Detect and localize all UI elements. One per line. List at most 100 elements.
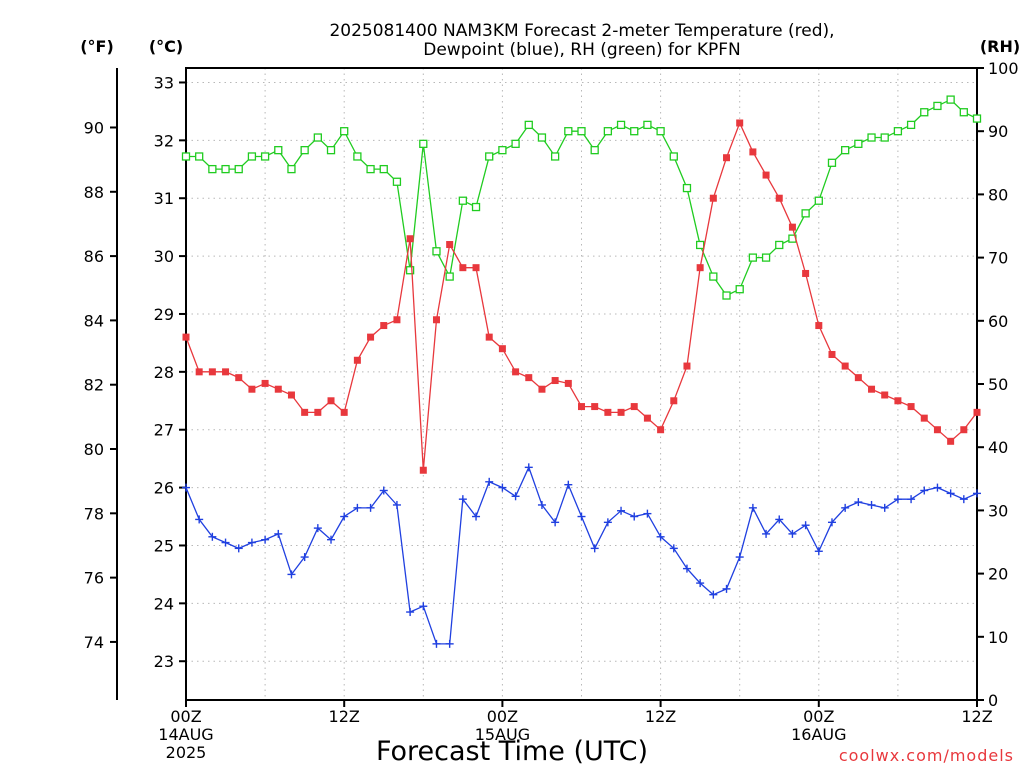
rh-marker bbox=[234, 164, 243, 174]
rh-marker bbox=[432, 247, 441, 256]
x-tick-label: 15AUG bbox=[475, 725, 530, 744]
temperature-marker bbox=[854, 374, 862, 382]
rh-marker bbox=[959, 108, 968, 117]
temperature-marker bbox=[195, 368, 203, 376]
dewpoint-marker bbox=[458, 495, 467, 504]
temperature-marker bbox=[551, 377, 559, 385]
rh-marker bbox=[775, 240, 784, 250]
fahrenheit-tick-label: 86 bbox=[84, 247, 104, 266]
rh-marker bbox=[722, 291, 731, 300]
temperature-marker bbox=[868, 385, 876, 393]
rh-marker bbox=[511, 139, 520, 148]
temperature-marker bbox=[828, 350, 836, 358]
dewpoint-marker bbox=[735, 553, 744, 562]
celsius-tick-label: 32 bbox=[154, 131, 174, 150]
x-axis-title: Forecast Time (UTC) bbox=[376, 736, 648, 767]
temperature-marker bbox=[578, 403, 585, 411]
dewpoint-marker bbox=[841, 503, 850, 512]
rh-tick-label: 90 bbox=[988, 122, 1008, 141]
dewpoint-marker bbox=[485, 477, 494, 486]
rh-marker bbox=[300, 146, 309, 155]
rh-marker bbox=[906, 120, 916, 130]
rh-marker bbox=[181, 152, 191, 161]
temperature-marker bbox=[696, 264, 704, 272]
rh-marker bbox=[419, 139, 428, 148]
temperature-marker bbox=[973, 408, 981, 416]
temperature-marker bbox=[235, 374, 243, 382]
celsius-tick-label: 33 bbox=[154, 73, 174, 92]
rh-marker bbox=[643, 120, 652, 130]
rh-marker bbox=[616, 120, 626, 130]
dewpoint-marker bbox=[814, 547, 823, 556]
fahrenheit-tick-label: 76 bbox=[84, 569, 104, 588]
dewpoint-marker bbox=[788, 529, 797, 538]
dewpoint-marker bbox=[537, 500, 546, 509]
dewpoint-marker bbox=[551, 518, 560, 527]
rh-marker bbox=[709, 272, 718, 281]
temperature-marker bbox=[762, 171, 770, 179]
x-tick-label: 12Z bbox=[329, 707, 360, 726]
temperature-marker bbox=[933, 426, 941, 434]
dewpoint-marker bbox=[617, 506, 626, 515]
x-tick-label: 2025 bbox=[166, 743, 207, 762]
dewpoint-marker bbox=[775, 515, 784, 524]
dewpoint-marker bbox=[630, 512, 639, 521]
dewpoint-marker bbox=[182, 483, 190, 492]
rh-marker bbox=[353, 152, 362, 161]
dewpoint-marker bbox=[920, 486, 929, 495]
temperature-marker bbox=[775, 194, 783, 202]
rh-marker bbox=[550, 152, 560, 161]
rh-marker bbox=[458, 196, 468, 205]
rh-unit-label: (RH) bbox=[980, 37, 1020, 56]
rh-marker bbox=[933, 101, 942, 111]
fahrenheit-unit-label: (°F) bbox=[80, 37, 114, 56]
temperature-marker bbox=[643, 414, 651, 422]
rh-marker bbox=[603, 127, 613, 136]
temperature-marker bbox=[327, 397, 335, 405]
temperature-marker bbox=[208, 368, 216, 376]
x-tick-label: 00Z bbox=[487, 707, 518, 726]
temperature-marker bbox=[459, 264, 467, 272]
dewpoint-marker bbox=[564, 480, 573, 489]
temperature-marker bbox=[287, 391, 295, 399]
rh-marker bbox=[524, 120, 533, 130]
dewpoint-marker bbox=[432, 639, 441, 648]
dewpoint-marker bbox=[419, 602, 428, 611]
rh-tick-label: 40 bbox=[988, 438, 1008, 457]
temperature-marker bbox=[182, 333, 190, 341]
dewpoint-marker bbox=[669, 544, 678, 553]
rh-marker bbox=[841, 146, 850, 155]
rh-marker bbox=[577, 127, 586, 136]
temperature-marker bbox=[446, 241, 454, 249]
x-tick-label: 14AUG bbox=[158, 725, 213, 744]
rh-marker bbox=[682, 183, 692, 193]
temperature-marker bbox=[788, 223, 796, 231]
rh-marker bbox=[669, 152, 678, 161]
dewpoint-marker bbox=[762, 529, 771, 538]
dewpoint-marker bbox=[643, 509, 652, 518]
fahrenheit-tick-label: 80 bbox=[84, 440, 104, 459]
rh-marker bbox=[880, 133, 889, 142]
rh-marker bbox=[867, 133, 876, 142]
dewpoint-marker bbox=[221, 538, 230, 547]
rh-marker bbox=[195, 152, 204, 161]
celsius-tick-label: 31 bbox=[154, 189, 174, 208]
temperature-marker bbox=[314, 408, 322, 416]
rh-marker bbox=[827, 158, 837, 167]
temperature-marker bbox=[340, 408, 348, 416]
dewpoint-marker bbox=[261, 535, 270, 544]
dewpoint-marker bbox=[353, 503, 362, 512]
series-layer bbox=[181, 95, 982, 648]
rh-tick-label: 0 bbox=[988, 691, 998, 710]
rh-marker bbox=[313, 133, 322, 142]
rh-marker bbox=[208, 164, 217, 174]
temperature-marker bbox=[670, 397, 678, 405]
temperature-marker bbox=[881, 391, 889, 399]
dewpoint-marker bbox=[854, 498, 863, 507]
rh-tick-label: 50 bbox=[988, 375, 1008, 394]
temperature-marker bbox=[222, 368, 230, 376]
dewpoint-marker bbox=[392, 500, 401, 509]
rh-marker bbox=[630, 127, 639, 136]
